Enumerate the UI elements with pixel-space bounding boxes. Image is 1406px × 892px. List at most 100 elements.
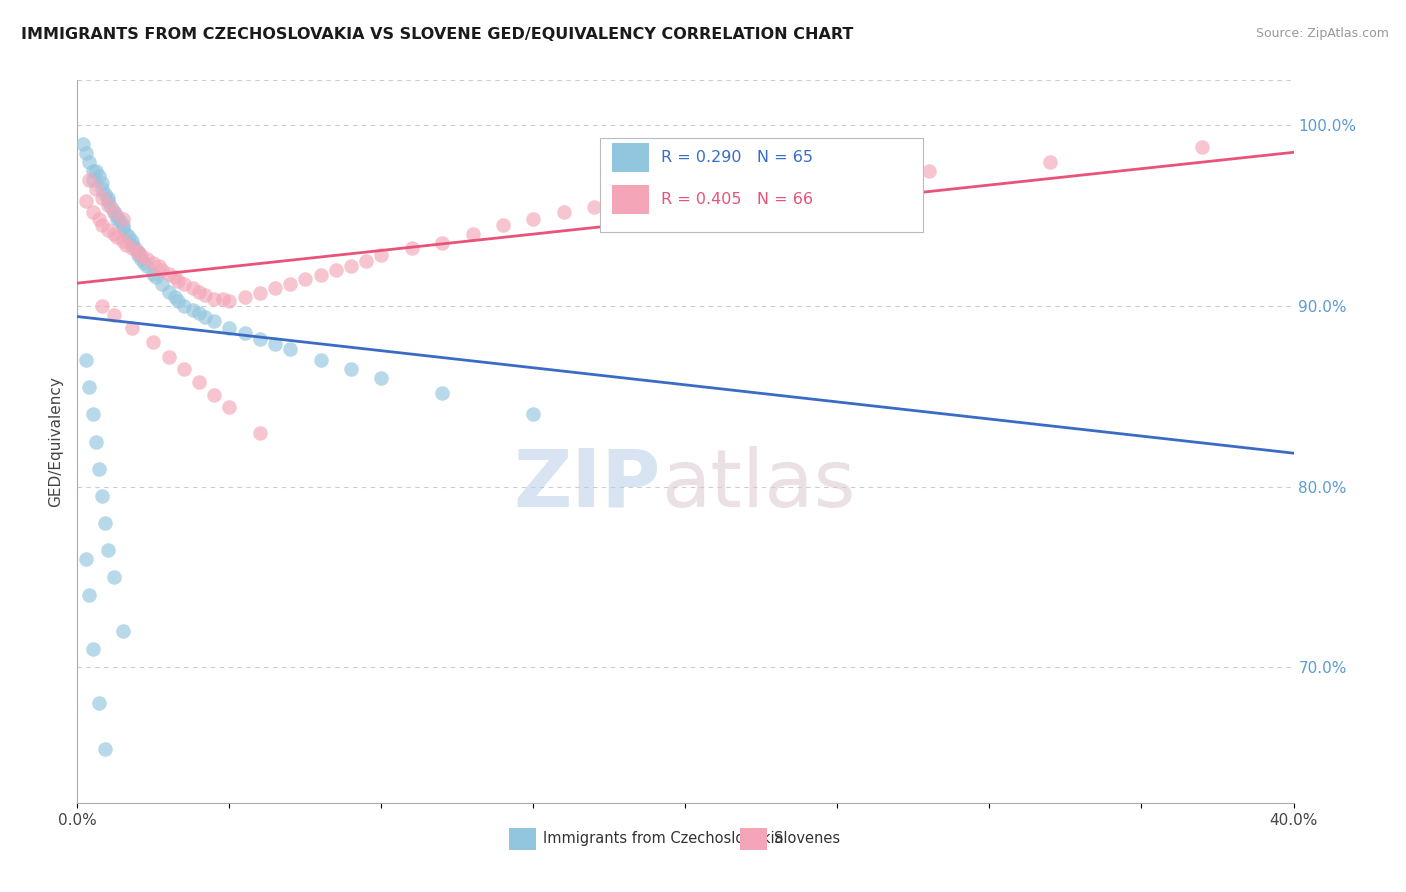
- Point: [163, 270, 186, 285]
- Point: [370, 371, 392, 385]
- Point: [430, 385, 453, 400]
- Point: [75, 552, 97, 566]
- Bar: [740, 828, 766, 850]
- Point: [115, 227, 138, 241]
- Point: [340, 362, 363, 376]
- Point: [142, 335, 165, 350]
- Point: [233, 326, 256, 340]
- Point: [522, 408, 544, 422]
- Point: [121, 237, 143, 252]
- Point: [202, 313, 225, 327]
- Point: [87, 461, 110, 475]
- Point: [82, 205, 104, 219]
- Point: [181, 281, 204, 295]
- Point: [82, 163, 104, 178]
- Point: [166, 293, 188, 308]
- Point: [264, 337, 287, 351]
- Point: [188, 375, 211, 389]
- Point: [82, 408, 104, 422]
- Point: [105, 212, 128, 227]
- Bar: [509, 828, 536, 850]
- Point: [142, 256, 165, 270]
- Point: [129, 252, 152, 266]
- Point: [79, 154, 101, 169]
- Point: [152, 277, 174, 292]
- Point: [124, 241, 146, 255]
- Point: [1191, 140, 1213, 154]
- Point: [370, 248, 392, 262]
- Point: [111, 221, 134, 235]
- Point: [100, 200, 122, 214]
- Point: [278, 343, 301, 357]
- Point: [173, 362, 195, 376]
- Text: IMMIGRANTS FROM CZECHOSLOVAKIA VS SLOVENE GED/EQUIVALENCY CORRELATION CHART: IMMIGRANTS FROM CZECHOSLOVAKIA VS SLOVEN…: [21, 27, 853, 42]
- Point: [72, 136, 94, 151]
- Point: [218, 293, 240, 308]
- Point: [111, 624, 134, 639]
- Point: [75, 353, 97, 368]
- Point: [181, 302, 204, 317]
- Point: [401, 241, 423, 255]
- Point: [1039, 154, 1062, 169]
- Point: [90, 181, 112, 195]
- Point: [79, 172, 101, 186]
- Point: [121, 320, 143, 334]
- Point: [354, 253, 377, 268]
- Point: [115, 237, 138, 252]
- Point: [90, 489, 112, 503]
- Point: [157, 285, 180, 299]
- Point: [202, 292, 225, 306]
- Point: [218, 401, 240, 415]
- Point: [87, 697, 110, 711]
- Point: [430, 235, 453, 250]
- Point: [90, 218, 112, 232]
- Point: [249, 286, 271, 301]
- Point: [127, 244, 149, 259]
- Point: [233, 290, 256, 304]
- Point: [188, 285, 211, 299]
- Point: [118, 230, 141, 244]
- Point: [148, 260, 170, 274]
- Point: [108, 214, 131, 228]
- Point: [218, 320, 240, 334]
- Point: [613, 194, 636, 209]
- Point: [294, 272, 316, 286]
- Text: R = 0.405   N = 66: R = 0.405 N = 66: [661, 192, 813, 207]
- Point: [97, 191, 120, 205]
- Point: [82, 642, 104, 657]
- Point: [157, 350, 180, 364]
- Point: [194, 310, 217, 324]
- Y-axis label: GED/Equivalency: GED/Equivalency: [48, 376, 63, 507]
- Point: [827, 172, 849, 186]
- Point: [129, 248, 152, 262]
- Point: [105, 209, 128, 223]
- Point: [145, 270, 167, 285]
- Point: [75, 145, 97, 160]
- Point: [103, 205, 125, 219]
- Point: [522, 212, 544, 227]
- Point: [134, 256, 156, 270]
- Point: [675, 187, 697, 202]
- Point: [340, 260, 363, 274]
- Point: [82, 172, 104, 186]
- Point: [93, 516, 115, 530]
- FancyBboxPatch shape: [600, 138, 922, 232]
- Text: Slovenes: Slovenes: [775, 831, 841, 847]
- Point: [309, 353, 332, 368]
- Point: [152, 263, 174, 277]
- Point: [136, 252, 159, 266]
- Point: [278, 277, 301, 292]
- Point: [166, 274, 188, 288]
- Point: [121, 241, 143, 255]
- Point: [79, 588, 101, 602]
- Point: [553, 205, 575, 219]
- Text: R = 0.290   N = 65: R = 0.290 N = 65: [661, 150, 813, 165]
- Point: [249, 425, 271, 440]
- Point: [173, 299, 195, 313]
- Point: [583, 200, 606, 214]
- Point: [75, 194, 97, 209]
- Point: [325, 263, 347, 277]
- Point: [173, 277, 195, 292]
- Text: ZIP: ZIP: [513, 446, 661, 524]
- Point: [103, 227, 125, 241]
